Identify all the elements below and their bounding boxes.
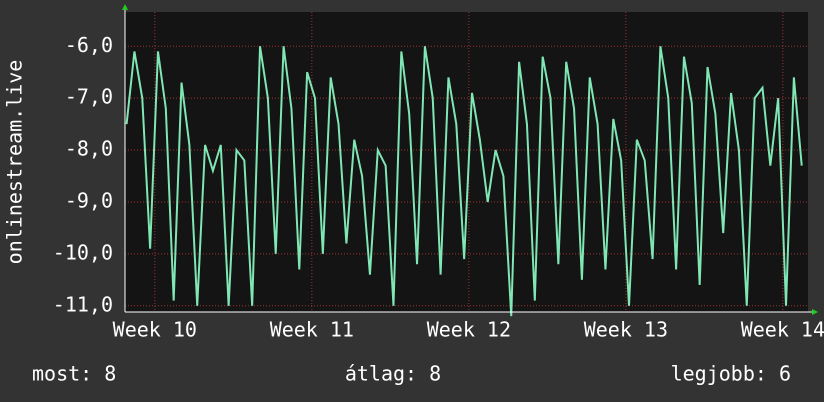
stat-current: most: 8 — [32, 362, 116, 386]
x-tick-label: Week 13 — [584, 318, 668, 342]
y-axis-label: onlinestream.live — [3, 60, 27, 265]
x-tick-label: Week 11 — [270, 318, 354, 342]
data-line — [125, 46, 803, 317]
x-tick-label: Week 14 — [741, 318, 824, 342]
y-axis-arrow — [122, 4, 128, 10]
x-axis-arrow — [812, 309, 818, 315]
x-tick-label: Week 10 — [113, 318, 197, 342]
stat-max: legjobb: 6 — [671, 362, 791, 386]
stat-average: átlag: 8 — [345, 362, 441, 386]
y-tick-label: -10,0 — [53, 240, 113, 264]
y-tick-label: -9,0 — [65, 188, 113, 212]
y-tick-label: -6,0 — [65, 33, 113, 57]
x-tick-label: Week 12 — [427, 318, 511, 342]
y-tick-label: -8,0 — [65, 137, 113, 161]
y-tick-label: -7,0 — [65, 85, 113, 109]
y-tick-label: -11,0 — [53, 292, 113, 316]
